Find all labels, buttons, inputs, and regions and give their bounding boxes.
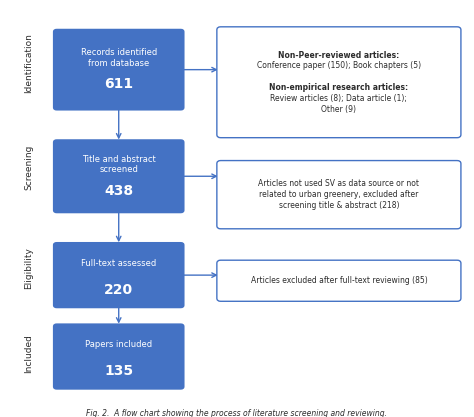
Text: 611: 611 — [104, 78, 133, 91]
Text: Review articles (8); Data article (1);: Review articles (8); Data article (1); — [271, 94, 407, 103]
Text: Other (9): Other (9) — [321, 105, 356, 114]
Text: Fig. 2.  A flow chart showing the process of literature screening and reviewing.: Fig. 2. A flow chart showing the process… — [86, 409, 388, 417]
Text: screening title & abstract (218): screening title & abstract (218) — [279, 201, 399, 210]
Text: Conference paper (150); Book chapters (5): Conference paper (150); Book chapters (5… — [257, 61, 421, 70]
Text: Screening: Screening — [24, 145, 33, 190]
Text: Identification: Identification — [24, 33, 33, 93]
FancyBboxPatch shape — [217, 161, 461, 229]
Text: Articles not used SV as data source or not: Articles not used SV as data source or n… — [258, 179, 419, 188]
Text: Eligibility: Eligibility — [24, 247, 33, 289]
Text: 438: 438 — [104, 184, 133, 198]
Text: Records identified
from database: Records identified from database — [81, 48, 157, 68]
Text: 135: 135 — [104, 364, 133, 378]
Text: Non-empirical research articles:: Non-empirical research articles: — [269, 83, 409, 92]
Text: Full-text assessed: Full-text assessed — [81, 259, 156, 268]
Text: Title and abstract
screened: Title and abstract screened — [82, 155, 155, 174]
Text: Included: Included — [24, 334, 33, 373]
FancyBboxPatch shape — [53, 29, 184, 111]
FancyBboxPatch shape — [53, 139, 184, 213]
Text: Non-Peer-reviewed articles:: Non-Peer-reviewed articles: — [278, 50, 400, 60]
Text: related to urban greenery, excluded after: related to urban greenery, excluded afte… — [259, 190, 419, 199]
FancyBboxPatch shape — [217, 27, 461, 138]
FancyBboxPatch shape — [53, 242, 184, 308]
Text: 220: 220 — [104, 283, 133, 297]
Text: Articles excluded after full-text reviewing (85): Articles excluded after full-text review… — [251, 276, 427, 285]
FancyBboxPatch shape — [53, 324, 184, 389]
FancyBboxPatch shape — [217, 260, 461, 301]
Text: Papers included: Papers included — [85, 340, 152, 349]
